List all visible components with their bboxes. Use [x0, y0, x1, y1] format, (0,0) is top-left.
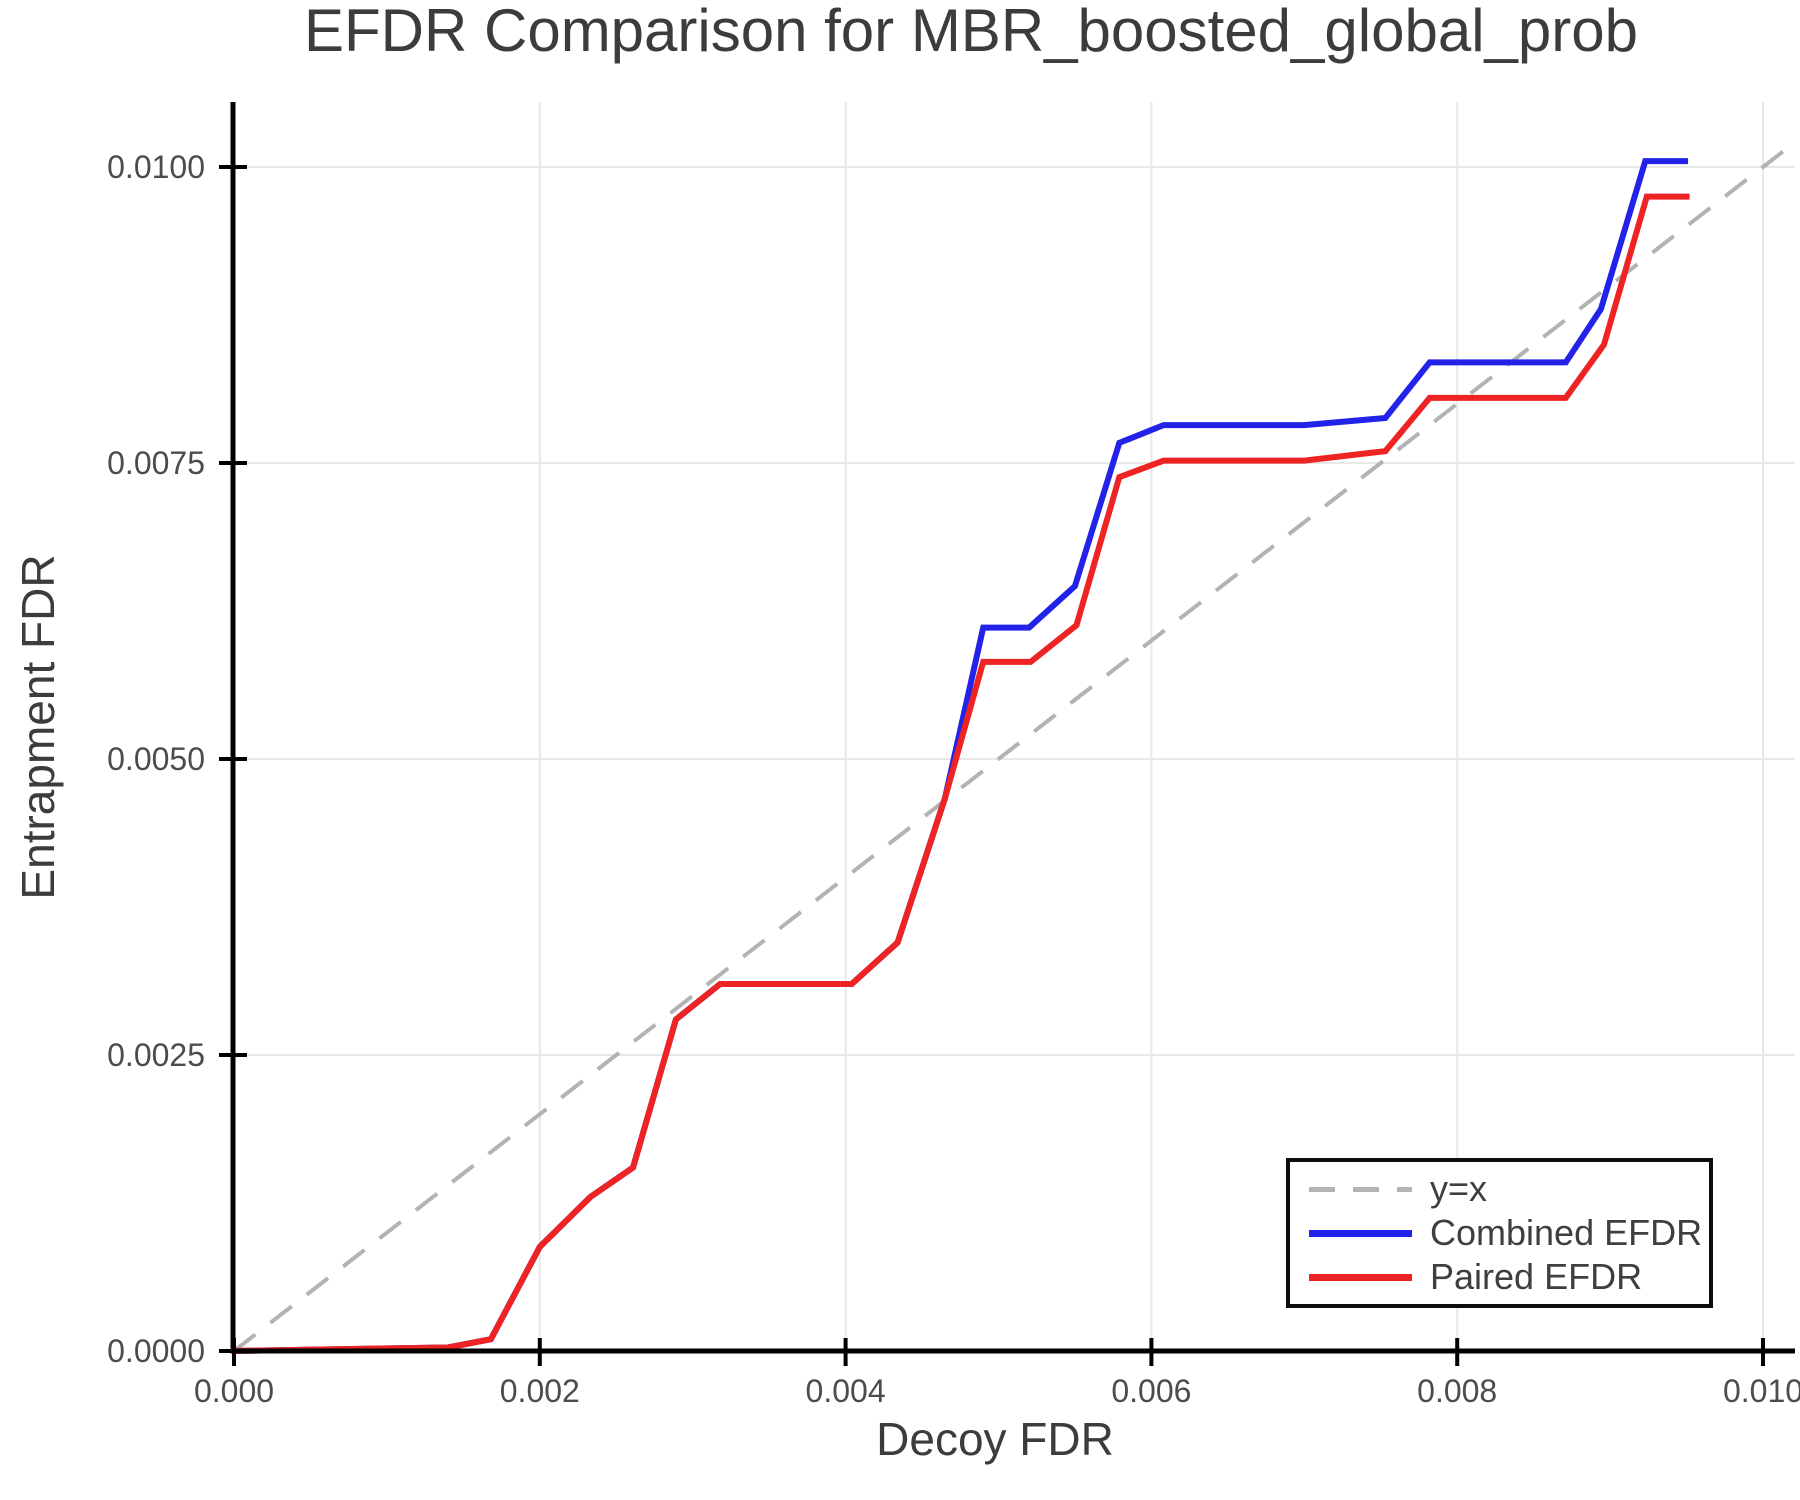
y-tick-label: 0.0075 [107, 445, 205, 481]
y-tick-label: 0.0025 [107, 1037, 205, 1073]
y-tick-label: 0.0050 [107, 741, 205, 777]
chart-title: EFDR Comparison for MBR_boosted_global_p… [303, 0, 1639, 64]
y-axis-label: Entrapment FDR [12, 554, 64, 900]
y-tick-label: 0.0000 [107, 1333, 205, 1369]
axis-spines [230, 102, 1795, 1354]
legend-line-sample-yx [1309, 1186, 1412, 1192]
legend-label-combined-efdr: Combined EFDR [1430, 1212, 1703, 1253]
legend-label-yx: y=x [1430, 1168, 1488, 1209]
series-line-paired-efdr [233, 193, 1690, 1354]
y-tick-label: 0.0100 [107, 149, 205, 185]
tick-marks [219, 165, 1765, 1366]
x-tick-label: 0.004 [805, 1373, 886, 1409]
series-line-y-x [232, 140, 1797, 1353]
x-tick-label: 0.006 [1111, 1373, 1192, 1409]
legend-line-sample-combined-efdr [1309, 1229, 1412, 1237]
legend: y=x Combined EFDR Paired EFDR [1286, 1158, 1713, 1308]
legend-item-combined-efdr: Combined EFDR [1309, 1213, 1709, 1254]
x-tick-label: 0.000 [193, 1373, 275, 1409]
x-tick-label: 0.002 [499, 1373, 580, 1409]
legend-line-sample-paired-efdr [1309, 1273, 1412, 1281]
x-tick-label: 0.008 [1417, 1373, 1498, 1409]
x-tick-label: 0.010 [1722, 1373, 1800, 1409]
legend-label-paired-efdr: Paired EFDR [1430, 1256, 1643, 1297]
x-axis-label: Decoy FDR [876, 1413, 1114, 1465]
gridlines [234, 102, 1795, 1351]
legend-item-yx: y=x [1309, 1169, 1709, 1210]
legend-item-paired-efdr: Paired EFDR [1309, 1257, 1709, 1298]
